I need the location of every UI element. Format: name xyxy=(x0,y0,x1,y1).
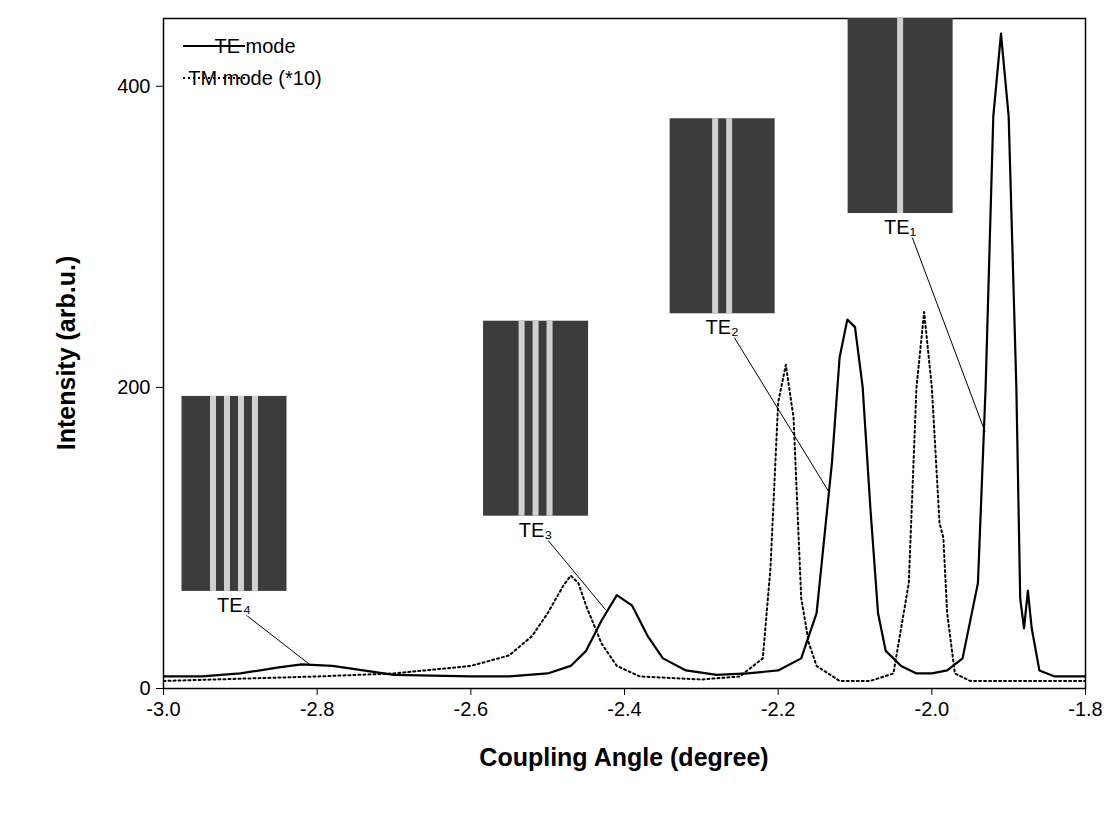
svg-text:-1.8: -1.8 xyxy=(1068,698,1102,720)
svg-text:TE₃: TE₃ xyxy=(519,519,553,541)
svg-text:TE₁: TE₁ xyxy=(884,216,917,238)
svg-text:TE mode: TE mode xyxy=(214,35,295,57)
svg-text:200: 200 xyxy=(117,376,150,398)
svg-text:TE₂: TE₂ xyxy=(705,316,738,338)
svg-text:-2.0: -2.0 xyxy=(915,698,949,720)
svg-text:TM mode (*10): TM mode (*10) xyxy=(188,67,321,89)
svg-text:400: 400 xyxy=(117,75,150,97)
svg-text:-2.8: -2.8 xyxy=(300,698,334,720)
svg-text:Intensity (arb.u.): Intensity (arb.u.) xyxy=(52,256,80,450)
svg-text:-2.6: -2.6 xyxy=(454,698,488,720)
svg-text:TE₄: TE₄ xyxy=(217,594,251,616)
svg-text:-2.4: -2.4 xyxy=(607,698,641,720)
svg-text:-2.2: -2.2 xyxy=(761,698,795,720)
svg-text:-3.0: -3.0 xyxy=(146,698,180,720)
svg-text:0: 0 xyxy=(139,677,150,699)
svg-text:Coupling Angle (degree): Coupling Angle (degree) xyxy=(479,743,768,771)
